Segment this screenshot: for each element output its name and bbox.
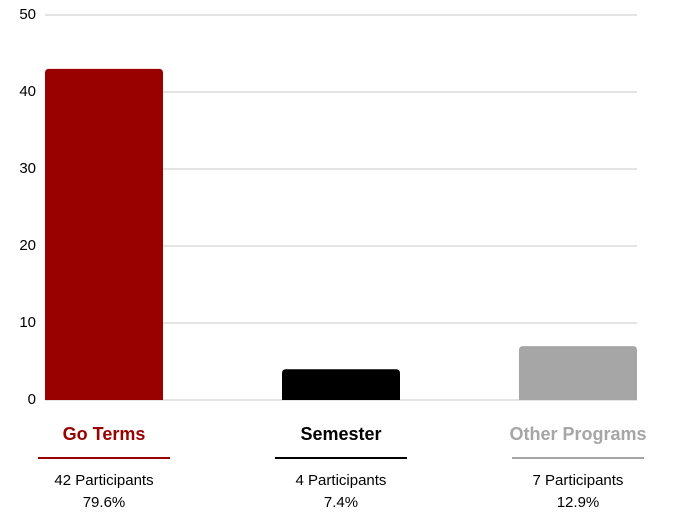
y-tick-label: 10 <box>19 314 36 331</box>
y-tick-label: 30 <box>19 160 36 177</box>
bar <box>519 346 637 400</box>
bar <box>45 68 163 401</box>
category-label: Other Programs <box>509 424 646 444</box>
category-label: Semester <box>300 424 381 444</box>
y-tick-label: 20 <box>19 237 36 254</box>
participants-label: 42 Participants <box>54 472 153 489</box>
y-tick-label: 0 <box>28 391 36 408</box>
y-tick-label: 40 <box>19 83 36 100</box>
participants-label: 7 Participants <box>533 472 624 489</box>
y-tick-label: 50 <box>19 6 36 23</box>
bar <box>282 369 400 400</box>
percentage-label: 12.9% <box>557 494 600 511</box>
category-label: Go Terms <box>63 424 146 444</box>
participants-label: 4 Participants <box>296 472 387 489</box>
percentage-label: 7.4% <box>324 494 358 511</box>
percentage-label: 79.6% <box>83 494 126 511</box>
